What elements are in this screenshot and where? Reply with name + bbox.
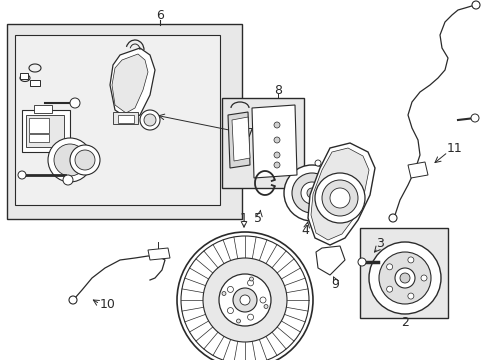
Text: 10: 10 xyxy=(100,298,116,311)
Bar xyxy=(30,80,40,86)
Circle shape xyxy=(273,122,280,128)
Text: 2: 2 xyxy=(400,315,408,328)
Circle shape xyxy=(219,274,270,326)
Circle shape xyxy=(386,264,392,270)
Circle shape xyxy=(388,214,396,222)
Bar xyxy=(118,115,134,123)
Text: 4: 4 xyxy=(301,224,308,237)
Polygon shape xyxy=(307,143,374,245)
Circle shape xyxy=(386,286,392,292)
Text: 11: 11 xyxy=(446,141,462,154)
Bar xyxy=(15,35,220,205)
Circle shape xyxy=(399,273,409,283)
Circle shape xyxy=(70,145,100,175)
Bar xyxy=(359,228,447,318)
Polygon shape xyxy=(148,248,170,260)
Bar xyxy=(20,73,28,79)
Circle shape xyxy=(260,297,265,303)
Bar xyxy=(29,134,49,142)
Circle shape xyxy=(284,165,339,221)
Polygon shape xyxy=(227,112,249,168)
Polygon shape xyxy=(315,246,345,275)
Circle shape xyxy=(273,162,280,168)
Circle shape xyxy=(291,173,331,213)
Text: 3: 3 xyxy=(375,237,383,249)
Circle shape xyxy=(203,258,286,342)
Circle shape xyxy=(329,188,349,208)
Circle shape xyxy=(177,232,312,360)
Circle shape xyxy=(143,114,156,126)
Polygon shape xyxy=(407,162,427,178)
Circle shape xyxy=(306,188,316,198)
Circle shape xyxy=(394,268,414,288)
Circle shape xyxy=(222,292,225,296)
Circle shape xyxy=(232,288,257,312)
Circle shape xyxy=(314,160,320,166)
Text: 5: 5 xyxy=(253,212,262,225)
Polygon shape xyxy=(310,148,368,240)
Bar xyxy=(34,105,52,113)
Circle shape xyxy=(301,182,323,204)
Text: 9: 9 xyxy=(330,278,338,291)
Bar xyxy=(26,115,64,147)
Circle shape xyxy=(273,152,280,158)
Circle shape xyxy=(264,305,267,309)
Text: 6: 6 xyxy=(156,9,163,22)
Bar xyxy=(7,24,242,219)
Circle shape xyxy=(69,296,77,304)
Circle shape xyxy=(420,275,426,281)
Circle shape xyxy=(227,307,233,314)
Bar xyxy=(113,112,138,124)
Bar xyxy=(29,118,49,133)
Circle shape xyxy=(63,175,73,185)
Circle shape xyxy=(18,171,26,179)
Text: 1: 1 xyxy=(240,212,247,225)
Polygon shape xyxy=(231,117,249,161)
Circle shape xyxy=(314,173,364,223)
Circle shape xyxy=(48,138,92,182)
Text: 8: 8 xyxy=(273,84,282,96)
Circle shape xyxy=(75,150,95,170)
Circle shape xyxy=(470,114,478,122)
Circle shape xyxy=(471,1,479,9)
Circle shape xyxy=(357,258,365,266)
Circle shape xyxy=(240,295,249,305)
Polygon shape xyxy=(112,54,148,113)
Circle shape xyxy=(321,180,357,216)
Circle shape xyxy=(227,287,233,292)
Circle shape xyxy=(236,319,240,323)
Circle shape xyxy=(249,277,253,281)
Polygon shape xyxy=(251,105,296,178)
Circle shape xyxy=(368,242,440,314)
Bar xyxy=(222,98,304,188)
Circle shape xyxy=(378,252,430,304)
Circle shape xyxy=(247,280,253,286)
Circle shape xyxy=(273,137,280,143)
Circle shape xyxy=(54,144,86,176)
Circle shape xyxy=(70,98,80,108)
Polygon shape xyxy=(110,48,155,120)
Circle shape xyxy=(407,257,413,263)
Circle shape xyxy=(407,293,413,299)
Circle shape xyxy=(247,314,253,320)
Circle shape xyxy=(140,110,160,130)
Bar xyxy=(22,110,70,152)
Text: 7: 7 xyxy=(245,126,253,140)
